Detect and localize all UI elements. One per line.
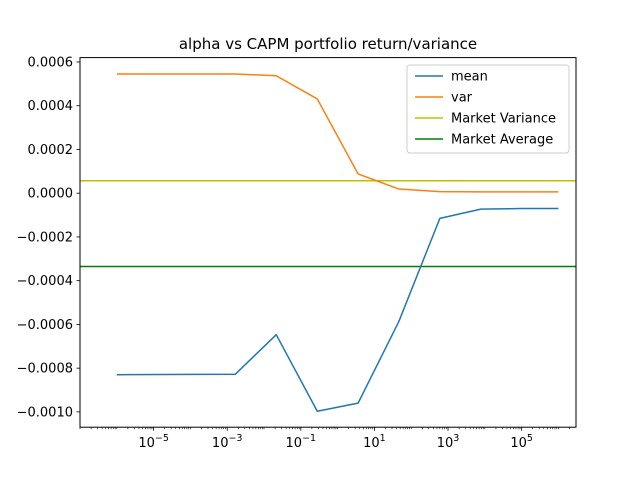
y-axis: 0.0006 0.0004 0.0002 0.0000 −0.0002 −0.0004 −0… bbox=[17, 55, 80, 420]
y-tick-label: −0.0006 bbox=[17, 318, 73, 333]
series-line-mean bbox=[116, 207, 559, 412]
y-tick-label: 0.0002 bbox=[28, 143, 74, 158]
y-tick-label: 0.0006 bbox=[28, 55, 74, 70]
x-tick-label: 10−5 bbox=[138, 433, 169, 451]
y-tick-label: 0.0000 bbox=[28, 187, 74, 202]
x-tick-label: 105 bbox=[510, 433, 533, 451]
y-tick-label: −0.0002 bbox=[17, 230, 73, 245]
legend: mean var Market Variance Market Average bbox=[406, 64, 570, 154]
plot-frame bbox=[79, 57, 577, 428]
y-tick-label: −0.0004 bbox=[17, 274, 73, 289]
y-tick-label: −0.0008 bbox=[17, 362, 73, 377]
x-tick-label: 10−1 bbox=[286, 433, 317, 451]
legend-box bbox=[406, 64, 570, 154]
y-tick-label: 0.0004 bbox=[28, 99, 74, 114]
x-tick-label: 101 bbox=[363, 433, 386, 451]
series-line-var bbox=[116, 73, 559, 193]
y-tick-label: −0.0010 bbox=[17, 405, 73, 420]
x-tick-label: 103 bbox=[437, 433, 460, 451]
legend-label-market-variance: Market Variance bbox=[451, 112, 556, 127]
legend-label-market-average: Market Average bbox=[451, 133, 553, 148]
chart-title: alpha vs CAPM portfolio return/variance bbox=[179, 35, 477, 53]
legend-label-mean: mean bbox=[451, 70, 488, 85]
x-tick-label: 10−3 bbox=[212, 433, 243, 451]
x-axis: 10−5 10−3 10−1 101 103 105 bbox=[79, 427, 570, 451]
legend-label-var: var bbox=[451, 91, 473, 106]
plot-area bbox=[80, 73, 576, 412]
